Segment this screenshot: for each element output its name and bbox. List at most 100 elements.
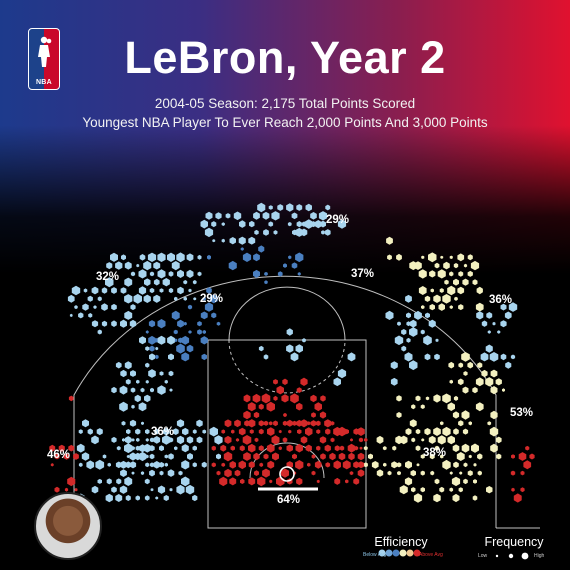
shot-hex: [390, 361, 398, 370]
shot-hex: [238, 460, 246, 470]
shot-hex: [168, 453, 174, 460]
shot-hex: [138, 269, 147, 279]
shot-hex: [333, 460, 341, 470]
shot-hex: [347, 352, 356, 362]
efficiency-high-label: Above Avg: [419, 552, 443, 558]
shot-hex: [230, 445, 235, 451]
shot-hex: [462, 386, 469, 394]
shot-hex: [311, 454, 316, 459]
shot-hex: [404, 477, 413, 486]
shot-hex: [143, 260, 152, 271]
shot-hex: [489, 352, 499, 362]
shot-hex: [330, 421, 335, 426]
efficiency-swatch: [392, 549, 400, 557]
shot-hex: [181, 476, 190, 487]
shot-hex: [473, 479, 477, 484]
shot-hex: [463, 371, 468, 376]
shot-hex: [421, 438, 425, 442]
shot-hex: [264, 280, 268, 285]
shot-hex: [458, 304, 464, 311]
shot-hex: [212, 239, 216, 243]
shot-hex: [91, 286, 99, 295]
shot-hex: [440, 255, 444, 259]
shot-hex: [278, 429, 282, 434]
shot-hex: [249, 220, 255, 228]
shot-hex: [124, 261, 132, 270]
shot-hex: [87, 428, 93, 435]
shot-hex: [296, 387, 302, 393]
shot-hex: [149, 469, 155, 477]
shot-hex: [204, 302, 214, 312]
shot-hex: [387, 470, 392, 476]
shot-hex: [411, 404, 416, 410]
shot-hex: [248, 443, 256, 453]
shot-hex: [131, 471, 135, 475]
shot-hex: [129, 452, 137, 461]
shot-hex: [349, 471, 354, 476]
shot-hex: [187, 453, 193, 460]
shot-hex: [243, 394, 251, 403]
shot-hex: [78, 429, 83, 434]
shot-hex: [101, 320, 108, 327]
shot-hex: [295, 443, 303, 453]
shot-hex: [489, 426, 499, 437]
shot-hex: [476, 311, 484, 320]
shot-hex: [472, 279, 478, 286]
shot-hex: [529, 453, 535, 460]
shot-hex: [451, 476, 461, 487]
shot-hex: [159, 371, 164, 376]
shot-hex: [282, 378, 288, 385]
shot-hex: [148, 369, 156, 378]
shot-hex: [211, 462, 216, 468]
shot-hex: [254, 470, 259, 476]
shot-hex: [420, 404, 425, 409]
shot-hex: [277, 204, 284, 211]
shot-hex: [433, 394, 441, 403]
shot-hex: [126, 429, 131, 435]
shot-hex: [311, 470, 316, 476]
shot-hex: [487, 330, 491, 334]
shot-hex: [394, 335, 404, 346]
shot-hex: [224, 419, 232, 428]
shot-hex: [249, 429, 254, 434]
shot-hex: [124, 294, 133, 304]
shot-hex: [447, 285, 456, 296]
shot-hex: [202, 330, 206, 334]
shot-hex: [444, 279, 449, 285]
shot-hex: [183, 280, 188, 285]
shot-hex: [258, 345, 264, 352]
shot-hex: [453, 278, 459, 286]
shot-hex: [461, 443, 470, 453]
shot-hex: [283, 263, 287, 268]
shot-hex: [405, 428, 412, 436]
efficiency-legend: [378, 549, 421, 557]
shot-hex: [209, 426, 218, 437]
shot-hex: [392, 445, 397, 451]
shot-hex: [76, 443, 85, 453]
shot-hex: [471, 443, 479, 453]
shot-hex: [283, 412, 287, 418]
shot-hex: [396, 462, 402, 468]
shot-hex: [257, 202, 266, 213]
shot-hex: [193, 297, 197, 301]
shot-hex: [120, 369, 127, 378]
shot-hex: [475, 377, 484, 387]
shot-hex: [486, 486, 493, 494]
shot-hex: [463, 478, 468, 485]
shot-hex: [242, 252, 252, 262]
shot-hex: [330, 437, 335, 443]
shot-hex: [461, 352, 470, 362]
shot-hex: [64, 487, 69, 492]
shot-hex: [492, 321, 496, 326]
shot-hex: [125, 436, 132, 444]
zone-pct-right-elbow: 37%: [351, 268, 374, 280]
shot-hex: [131, 438, 135, 442]
efficiency-legend-title: Efficiency: [374, 535, 428, 549]
shot-hex: [97, 296, 102, 302]
shot-hex: [490, 369, 498, 378]
shot-hex: [144, 278, 151, 286]
shot-hex: [54, 486, 60, 493]
shot-hex: [155, 346, 159, 351]
shot-hex: [143, 294, 151, 303]
shot-hex: [253, 253, 260, 262]
